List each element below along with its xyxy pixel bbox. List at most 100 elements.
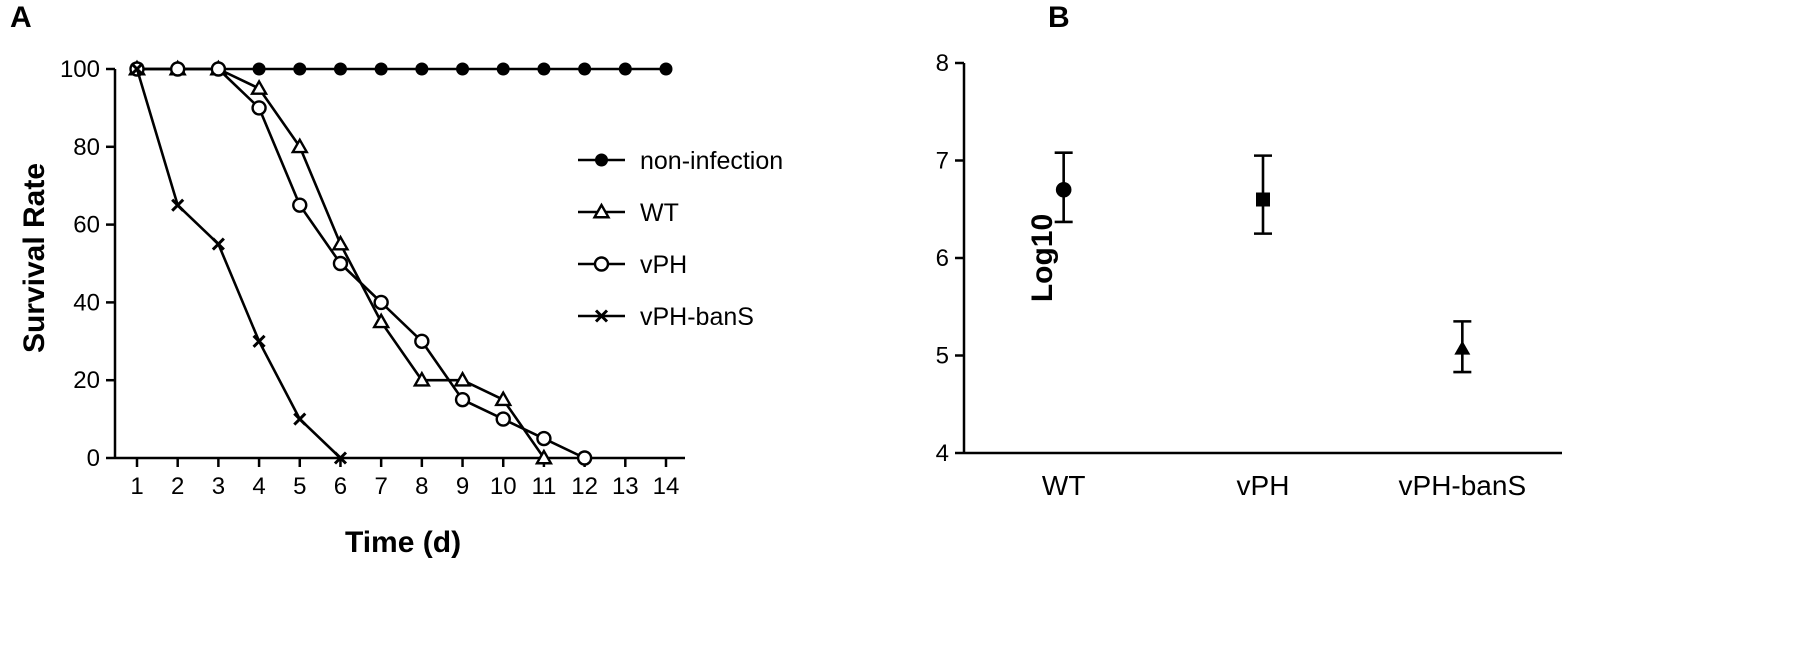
point-vPH: [1254, 154, 1272, 235]
panel-a-x-tick-label: 5: [293, 473, 306, 500]
panel-a-legend: non-infection WT vPH vPH-banS: [578, 147, 783, 331]
panel-a-x-tick-label: 4: [252, 473, 265, 500]
data-point-vPH-banS: [130, 62, 144, 76]
data-point-vPH-banS: [333, 451, 348, 465]
data-point-vPH: [292, 197, 308, 213]
data-point-vPH: [332, 255, 349, 272]
legend-marker: [595, 153, 608, 167]
data-point-WT: [290, 137, 309, 154]
panel-a-x-ticks: 1 2 3 4 5 6 7 8 9 10 11 12 13 14: [130, 458, 679, 500]
data-point-non-infection: [333, 62, 347, 76]
legend-item-non-infection: non-infection: [578, 147, 783, 175]
panel-a-x-tick-label: 8: [415, 473, 428, 500]
series-line-vPH-banS: [135, 68, 342, 459]
panel-a-y-tick-label: 0: [87, 445, 100, 472]
panel-a-x-tick-label: 14: [653, 473, 680, 500]
data-point-vPH-banS: [252, 334, 266, 348]
series-line-vPH: [137, 67, 586, 460]
panel-b-y-tick-label: 8: [936, 50, 949, 77]
data-point-vPH-banS: [293, 412, 307, 426]
data-point-non-infection: [659, 62, 673, 76]
data-point-WT: [331, 234, 350, 251]
panel-a-x-axis-title: Time (d): [345, 526, 461, 559]
data-point-vPH-banS: [171, 198, 185, 212]
legend-label: vPH-banS: [640, 303, 754, 331]
data-point-vPH: [251, 100, 267, 116]
data-point-vPH-banS: [211, 237, 225, 251]
panel-b-y-tick-label: 6: [936, 245, 949, 272]
panel-b-y-ticks: 4 5 6 7 8: [936, 50, 964, 467]
panel-a-y-tick-label: 60: [73, 212, 100, 239]
panel-a-x-tick-label: 3: [212, 473, 225, 500]
panel-b-points: [1054, 151, 1472, 374]
point-WT: [1054, 151, 1073, 224]
panel-a-label: A: [10, 1, 32, 34]
panel-a-series: [127, 59, 673, 466]
data-point-non-infection: [415, 62, 429, 76]
legend-item-vPH-banS: vPH-banS: [578, 303, 754, 331]
series-vPH-banS: [130, 62, 348, 465]
panel-b-y-tick-label: 5: [936, 343, 949, 370]
panel-b-y-axis-title: Log10: [1026, 214, 1059, 302]
panel-a-y-tick-label: 20: [73, 367, 100, 394]
panel-b-y-tick-label: 7: [936, 148, 949, 175]
panel-a-y-tick-label: 40: [73, 289, 100, 316]
data-point-vPH: [210, 61, 227, 77]
data-point-vPH: [495, 411, 511, 427]
data-point-vPH: [373, 294, 389, 311]
data-point-vPH: [414, 333, 430, 349]
panel-a-x-tick-label: 2: [171, 473, 184, 500]
panel-b-category-label: WT: [1042, 470, 1086, 501]
mean-marker: [1055, 181, 1072, 198]
legend-item-vPH: vPH: [578, 251, 687, 279]
data-point-non-infection: [578, 62, 592, 76]
panel-a-x-tick-label: 12: [571, 473, 598, 500]
panel-a-x-tick-label: 1: [130, 473, 143, 500]
mean-marker: [1256, 192, 1270, 207]
data-point-WT: [372, 312, 391, 329]
panel-a-x-tick-label: 13: [612, 473, 639, 500]
legend-label: WT: [640, 199, 679, 227]
panel-b-label: B: [1048, 1, 1070, 34]
panel-a-y-axis-title: Survival Rate: [18, 163, 51, 353]
panel-b-category-label: vPH-banS: [1399, 470, 1527, 501]
legend-marker: [593, 256, 610, 272]
data-point-WT: [453, 370, 472, 387]
data-point-vPH: [454, 391, 471, 408]
data-point-vPH: [169, 61, 186, 77]
data-point-non-infection: [537, 62, 551, 76]
data-point-non-infection: [496, 62, 510, 76]
data-point-non-infection: [252, 62, 266, 76]
panel-a-y-tick-label: 100: [60, 56, 100, 83]
panel-a-x-tick-label: 7: [374, 473, 387, 500]
panel-a-y-tick-label: 80: [73, 134, 100, 161]
data-point-WT: [534, 448, 553, 465]
point-vPH-banS: [1453, 320, 1472, 374]
legend-marker: [592, 202, 611, 219]
panel-b-log10-chart: B 4 5 6 7 8 WT vPH vPH-banS Log10: [936, 1, 1562, 501]
data-point-vPH: [536, 430, 552, 447]
legend-label: vPH: [640, 251, 687, 279]
panel-b-category-label: vPH: [1237, 470, 1290, 501]
panel-b-y-tick-label: 4: [936, 440, 949, 467]
panel-a-x-tick-label: 10: [490, 473, 517, 500]
panel-a-x-tick-label: 9: [456, 473, 469, 500]
data-point-WT: [250, 79, 269, 95]
legend-label: non-infection: [640, 147, 783, 175]
panel-a-x-tick-label: 6: [334, 473, 347, 500]
panel-a-y-ticks: 0 20 40 60 80 100: [60, 56, 115, 472]
legend-marker: [594, 309, 609, 323]
data-point-non-infection: [618, 62, 632, 76]
data-point-vPH: [576, 450, 593, 466]
data-point-non-infection: [293, 62, 307, 76]
series-vPH: [129, 61, 593, 466]
panel-b-category-labels: WT vPH vPH-banS: [1042, 470, 1526, 501]
legend-item-WT: WT: [578, 199, 679, 227]
panel-a-x-tick-label: 11: [531, 473, 556, 500]
mean-marker: [1454, 340, 1471, 355]
data-point-WT: [412, 370, 431, 387]
data-point-non-infection: [374, 62, 388, 76]
data-point-non-infection: [456, 62, 470, 76]
